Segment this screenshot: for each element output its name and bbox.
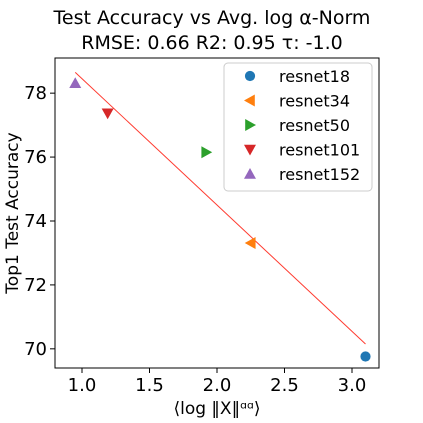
- x-tick-label: 1.5: [135, 375, 164, 396]
- data-points: [69, 77, 371, 362]
- legend-label-resnet152: resnet152: [279, 165, 360, 184]
- legend-marker-resnet101: [244, 144, 256, 156]
- y-tick-label: 70: [24, 339, 47, 360]
- chart-title: Test Accuracy vs Avg. log α-Norm: [53, 7, 371, 29]
- data-point-resnet18: [360, 351, 371, 362]
- data-point-resnet50: [201, 146, 213, 159]
- y-tick-label: 74: [24, 211, 47, 232]
- legend-marker-resnet18: [244, 70, 256, 82]
- legend-label-resnet101: resnet101: [279, 141, 360, 160]
- legend: resnet18 resnet34 resnet50 resnet101 resnet1…: [223, 62, 373, 192]
- legend-marker-resnet34: [244, 94, 255, 107]
- data-point-resnet34: [244, 237, 256, 250]
- data-point-resnet101: [101, 108, 114, 120]
- x-tick-label: 3.0: [338, 375, 367, 396]
- x-tick-label: 2.5: [270, 375, 299, 396]
- y-axis-ticks: 70 72 74 76 78: [24, 83, 55, 360]
- x-axis-label: ⟨log ‖X‖ᵅᵅ⟩: [173, 399, 260, 419]
- y-tick-label: 72: [24, 275, 47, 296]
- y-axis-label: Top1 Test Accuracy: [3, 132, 23, 294]
- legend-marker-resnet50: [245, 119, 256, 131]
- x-axis-ticks: 1.0 1.5 2.0 2.5 3.0: [68, 368, 367, 396]
- legend-box: [223, 62, 373, 192]
- y-tick-label: 78: [24, 83, 47, 104]
- x-tick-label: 2.0: [203, 375, 232, 396]
- regression-line: [74, 72, 366, 345]
- y-tick-label: 76: [24, 147, 47, 168]
- legend-label-resnet18: resnet18: [279, 67, 350, 86]
- data-point-resnet152: [69, 77, 82, 89]
- legend-label-resnet34: resnet34: [279, 92, 350, 111]
- legend-label-resnet50: resnet50: [279, 116, 350, 135]
- chart-subtitle: RMSE: 0.66 R2: 0.95 τ: -1.0: [81, 32, 342, 54]
- legend-marker-resnet152: [244, 168, 256, 179]
- x-tick-label: 1.0: [68, 375, 97, 396]
